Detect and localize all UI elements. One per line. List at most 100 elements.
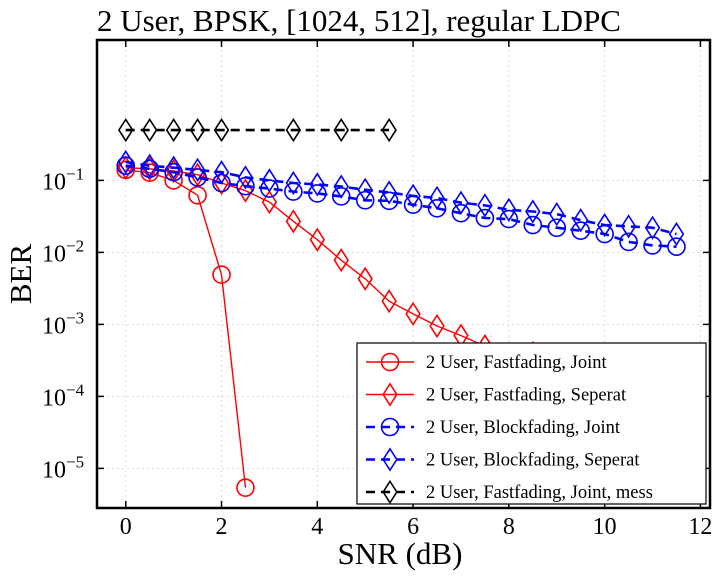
data-point xyxy=(381,117,397,143)
data-point xyxy=(355,190,375,210)
x-tick-label: 8 xyxy=(503,514,515,540)
data-point xyxy=(213,160,230,185)
data-point xyxy=(261,168,278,193)
data-point xyxy=(429,313,445,339)
data-point xyxy=(381,289,397,314)
legend-entry: 2 User, Fastfading, Seperat xyxy=(426,386,627,406)
y-tick-labels: 10−110−210−310−410−5 xyxy=(42,164,85,483)
data-point xyxy=(189,157,206,182)
data-point xyxy=(667,237,686,256)
data-point xyxy=(260,179,279,198)
data-point xyxy=(307,184,327,203)
y-tick-exponent: −5 xyxy=(66,452,84,471)
data-point xyxy=(596,212,613,238)
series-line xyxy=(125,164,677,248)
data-point xyxy=(141,153,158,178)
data-point xyxy=(212,265,231,285)
data-point xyxy=(405,301,421,326)
data-point xyxy=(236,478,255,497)
y-tick-label: 10−1 xyxy=(42,164,84,195)
series xyxy=(117,117,397,143)
x-tick-label: 0 xyxy=(120,514,132,540)
x-tick-label: 6 xyxy=(407,514,419,540)
y-tick-exponent: −4 xyxy=(66,380,85,399)
legend-marker xyxy=(382,479,398,505)
data-point xyxy=(309,227,326,252)
data-point xyxy=(381,180,397,205)
legend-entry: 2 User, Fastfading, Joint xyxy=(426,353,608,373)
data-point xyxy=(549,202,565,227)
data-point xyxy=(619,232,638,252)
data-point xyxy=(427,198,447,218)
plot-frame xyxy=(95,38,712,510)
data-point xyxy=(620,214,637,239)
legend-marker xyxy=(380,417,400,437)
data-point xyxy=(453,190,469,215)
data-point xyxy=(379,191,399,211)
y-tick-exponent: −3 xyxy=(66,308,84,327)
y-tick-base: 10 xyxy=(42,241,66,267)
y-tick-label: 10−4 xyxy=(42,380,85,411)
data-point xyxy=(333,174,349,199)
data-point xyxy=(165,117,182,143)
x-tick-label: 10 xyxy=(593,514,617,540)
x-tick-label: 2 xyxy=(216,514,228,540)
data-point xyxy=(116,156,136,176)
data-point xyxy=(429,185,445,211)
data-point xyxy=(117,149,134,175)
data-point xyxy=(571,221,590,241)
data-point xyxy=(357,266,373,291)
y-tick-exponent: −2 xyxy=(66,236,84,255)
x-axis-label: SNR (dB) xyxy=(338,536,463,571)
y-axis-label: BER xyxy=(3,244,38,305)
data-point xyxy=(523,215,543,235)
data-point xyxy=(261,189,278,215)
data-point xyxy=(333,117,349,143)
data-point xyxy=(188,186,207,205)
legend-marker xyxy=(380,352,400,372)
data-point xyxy=(165,155,182,180)
data-point xyxy=(285,170,302,196)
data-point xyxy=(188,168,207,187)
data-point xyxy=(285,117,302,143)
data-point xyxy=(499,209,519,229)
data-point xyxy=(212,173,231,193)
data-point xyxy=(285,209,302,234)
data-point xyxy=(164,162,183,182)
series-line xyxy=(125,169,247,488)
y-tick-base: 10 xyxy=(42,457,66,483)
data-point xyxy=(189,117,206,143)
data-point xyxy=(475,208,495,228)
data-point xyxy=(451,203,471,223)
series-line xyxy=(125,160,677,236)
y-tick-label: 10−3 xyxy=(42,308,84,339)
data-point xyxy=(237,165,254,190)
legend-box xyxy=(356,342,707,505)
legend: 2 User, Fastfading, Joint 2 User, Fastfad… xyxy=(356,342,707,505)
y-tick-base: 10 xyxy=(42,313,66,339)
legend-entry: 2 User, Blockfading, Joint xyxy=(426,418,621,438)
y-tick-base: 10 xyxy=(42,169,66,195)
y-tick-exponent: −1 xyxy=(66,164,84,183)
data-point xyxy=(525,199,541,224)
data-point xyxy=(141,117,158,143)
legend-entry: 2 User, Blockfading, Seperat xyxy=(426,451,640,471)
data-point xyxy=(333,248,349,273)
legend-marker xyxy=(382,382,398,407)
series xyxy=(116,160,255,497)
y-tick-label: 10−5 xyxy=(42,452,84,483)
data-point xyxy=(477,193,493,218)
series xyxy=(117,149,685,247)
data-point xyxy=(547,218,567,238)
data-point xyxy=(357,177,373,202)
y-tick-base: 10 xyxy=(42,385,66,411)
data-point xyxy=(140,163,159,182)
data-point xyxy=(117,117,134,143)
data-point xyxy=(644,215,661,240)
chart-title: 2 User, BPSK, [1024, 512], regular LDPC xyxy=(97,3,621,38)
data-point xyxy=(213,117,230,143)
legend-entry: 2 User, Fastfading, Joint, mess xyxy=(426,483,653,503)
data-point xyxy=(309,172,326,197)
data-point xyxy=(668,221,685,247)
